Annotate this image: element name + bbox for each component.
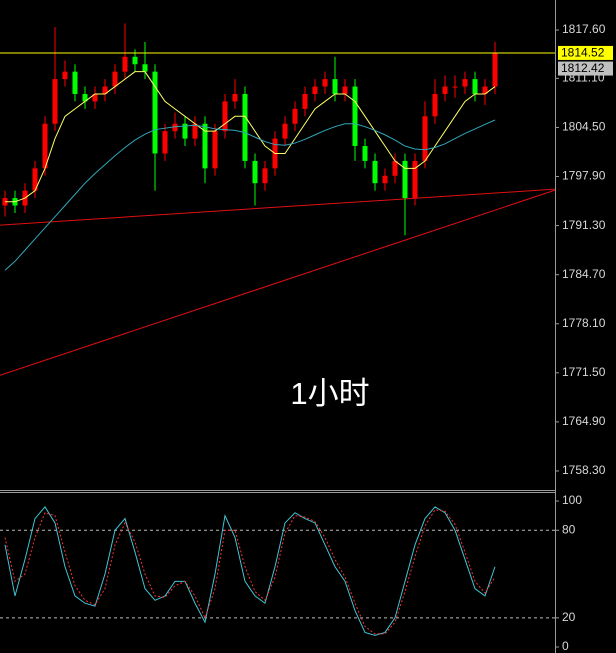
- candle-body: [212, 131, 218, 169]
- annotation: 1小时: [290, 376, 369, 411]
- candle-body: [152, 71, 158, 154]
- candle-body: [102, 86, 108, 94]
- y-tick-label: 1817.60: [562, 22, 606, 36]
- candle-body: [52, 79, 58, 124]
- candle-body: [82, 93, 88, 102]
- y-tick-label: 1758.30: [562, 463, 606, 477]
- trendline: [0, 189, 556, 376]
- candle-body: [422, 116, 428, 161]
- candle-body: [262, 168, 268, 184]
- candle-body: [192, 123, 198, 139]
- price-label-box: [558, 45, 613, 60]
- candle-body: [472, 79, 478, 94]
- candle-body: [62, 71, 68, 80]
- candle-body: [232, 93, 238, 102]
- candle-body: [112, 71, 118, 87]
- candle-body: [242, 93, 248, 161]
- candle-body: [72, 71, 78, 94]
- trendline: [0, 188, 556, 226]
- candle-body: [312, 86, 318, 94]
- candle-body: [282, 123, 288, 139]
- price-label-box: [558, 61, 613, 76]
- indicator-line: [4, 509, 496, 635]
- candle-body: [32, 168, 38, 191]
- candle-body: [382, 175, 388, 184]
- candle-body: [92, 93, 98, 102]
- price-label: 1814.52: [561, 46, 605, 60]
- y-tick-label: 1797.90: [562, 169, 606, 183]
- candle-body: [372, 160, 378, 184]
- y-tick-label: 1778.10: [562, 316, 606, 330]
- price-label: 1812.42: [561, 61, 605, 75]
- y-tick-label: 0: [562, 639, 569, 653]
- candle-body: [342, 86, 348, 94]
- indicator-line: [5, 71, 496, 203]
- candle-body: [202, 123, 208, 169]
- indicator-line: [4, 506, 496, 636]
- candle-body: [352, 86, 358, 147]
- candle-body: [362, 146, 368, 161]
- candle-body: [452, 86, 458, 88]
- y-tick-label: 80: [562, 522, 576, 536]
- y-tick-label: 20: [562, 610, 576, 624]
- candle-body: [132, 56, 138, 65]
- candle-body: [402, 160, 408, 199]
- y-tick-label: 1764.90: [562, 414, 606, 428]
- y-tick-label: 1804.50: [562, 120, 606, 134]
- candle-body: [302, 93, 308, 109]
- candle-body: [122, 56, 128, 72]
- y-tick-label: 1791.30: [562, 218, 606, 232]
- candle-body: [162, 131, 168, 154]
- y-tick-label: 100: [562, 493, 582, 507]
- candle-body: [462, 79, 468, 87]
- candle-body: [42, 123, 48, 169]
- candle-body: [142, 64, 148, 72]
- candle-body: [322, 79, 328, 87]
- candle-body: [222, 101, 228, 132]
- candle-body: [482, 86, 488, 94]
- candle-body: [252, 160, 258, 184]
- indicator-line: [4, 119, 496, 271]
- candle-body: [432, 93, 438, 117]
- candle-body: [332, 79, 338, 94]
- candle-body: [172, 123, 178, 132]
- y-tick-label: 1771.50: [562, 365, 606, 379]
- candle-body: [442, 86, 448, 94]
- candle-body: [392, 160, 398, 176]
- y-tick-label: 1784.70: [562, 267, 606, 281]
- candle-body: [412, 160, 418, 199]
- candle-body: [182, 123, 188, 139]
- candle-body: [292, 108, 298, 124]
- candle-body: [492, 53, 498, 87]
